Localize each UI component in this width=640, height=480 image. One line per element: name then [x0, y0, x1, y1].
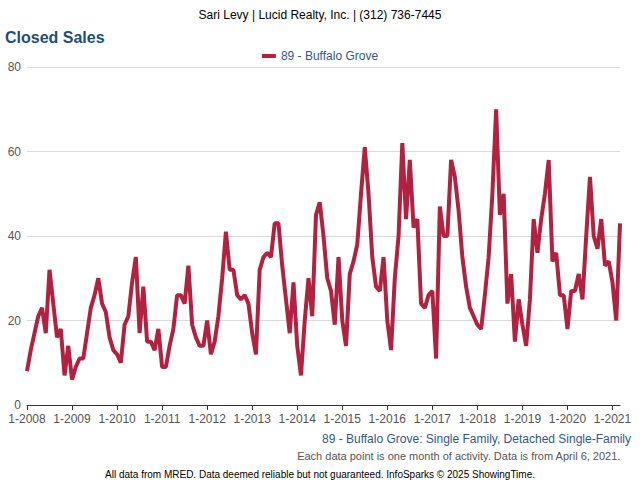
svg-text:1-2011: 1-2011	[144, 412, 181, 426]
svg-text:0: 0	[14, 398, 21, 412]
svg-text:1-2015: 1-2015	[324, 412, 362, 426]
svg-text:1-2014: 1-2014	[279, 412, 317, 426]
svg-text:1-2016: 1-2016	[369, 412, 407, 426]
svg-text:All data from MRED. Data deeme: All data from MRED. Data deemed reliable…	[105, 469, 535, 480]
svg-text:20: 20	[8, 314, 22, 328]
svg-text:80: 80	[8, 60, 22, 74]
svg-text:1-2021: 1-2021	[594, 412, 632, 426]
svg-text:Each data point is one month o: Each data point is one month of activity…	[297, 450, 620, 462]
svg-text:40: 40	[8, 229, 22, 243]
svg-text:1-2010: 1-2010	[98, 412, 136, 426]
svg-text:89 - Buffalo Grove: 89 - Buffalo Grove	[281, 49, 378, 63]
svg-text:1-2012: 1-2012	[188, 412, 226, 426]
svg-text:Sari Levy | Lucid Realty, Inc.: Sari Levy | Lucid Realty, Inc. | (312) 7…	[199, 8, 442, 22]
svg-text:1-2013: 1-2013	[234, 412, 272, 426]
svg-text:89 - Buffalo Grove: Single Fam: 89 - Buffalo Grove: Single Family, Detac…	[322, 432, 631, 446]
svg-text:1-2019: 1-2019	[504, 412, 542, 426]
svg-text:1-2020: 1-2020	[549, 412, 587, 426]
svg-text:1-2017: 1-2017	[414, 412, 452, 426]
svg-text:1-2009: 1-2009	[53, 412, 91, 426]
svg-text:60: 60	[8, 145, 22, 159]
svg-text:1-2018: 1-2018	[459, 412, 497, 426]
svg-text:Closed Sales: Closed Sales	[5, 29, 105, 46]
svg-text:1-2008: 1-2008	[8, 412, 46, 426]
